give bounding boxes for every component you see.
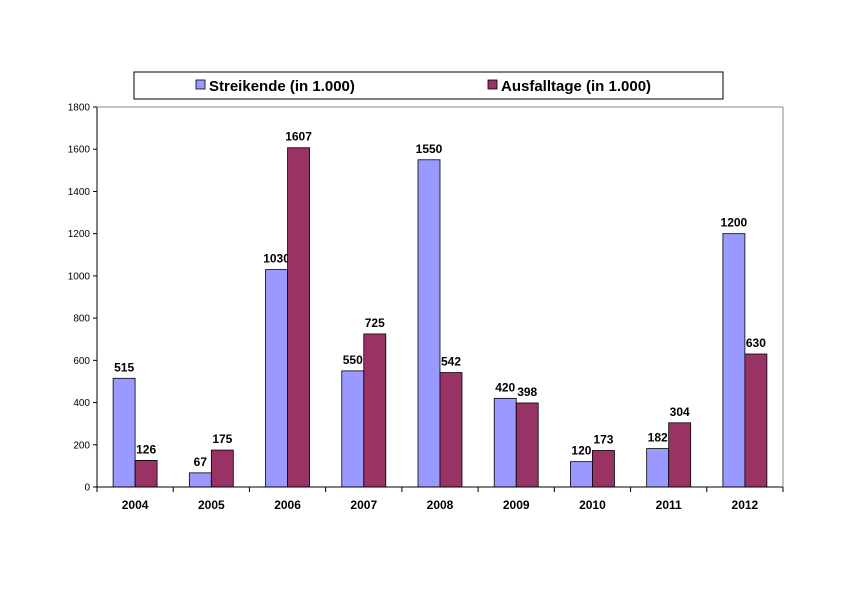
data-label: 550	[343, 353, 363, 367]
bar-ausfalltage	[515, 402, 539, 488]
bar-ausfalltage	[210, 449, 234, 488]
y-tick-label: 600	[73, 356, 90, 367]
data-label: 173	[593, 432, 613, 446]
bar-ausfalltage	[668, 422, 692, 488]
y-tick-label: 200	[73, 440, 90, 451]
bar-streikende	[646, 448, 670, 488]
plot-area: 0 200 400 600 800 1000 1200 1400 1600 1800 2004 515…	[68, 103, 784, 512]
y-tick-label: 1600	[68, 145, 91, 156]
bar-streikende	[265, 269, 288, 488]
bar-ausfalltage	[744, 353, 768, 488]
legend: Streikende (in 1.000) Ausfalltage (in 1.…	[133, 71, 724, 100]
y-tick-label: 0	[84, 483, 90, 494]
y-tick-label: 1000	[68, 271, 91, 282]
x-tick-label: 2007	[350, 498, 377, 512]
bar-streikende	[493, 397, 517, 488]
data-label: 120	[571, 444, 591, 458]
legend-swatch-ausfalltage	[487, 79, 498, 90]
legend-label-ausfalltage: Ausfalltage (in 1.000)	[501, 78, 651, 95]
data-label: 1607	[285, 130, 312, 144]
data-label: 630	[746, 336, 766, 350]
legend-frame	[133, 71, 724, 100]
x-tick-label: 2004	[122, 498, 149, 512]
y-tick-label: 1200	[68, 229, 91, 240]
bar-ausfalltage	[439, 372, 463, 488]
bar-ausfalltage	[134, 459, 158, 488]
bar-ausfalltage	[592, 450, 615, 488]
bar-streikende	[570, 461, 593, 488]
data-label: 398	[517, 385, 537, 399]
x-tick-label: 2010	[579, 498, 606, 512]
data-label: 515	[114, 360, 134, 374]
bar-streikende	[112, 377, 136, 488]
x-tick-label: 2009	[503, 498, 530, 512]
x-tick-label: 2011	[656, 498, 682, 512]
data-label: 126	[136, 442, 156, 456]
legend-swatch-streikende	[195, 79, 206, 90]
bar-streikende	[722, 233, 746, 488]
data-label: 1200	[721, 216, 748, 230]
bar-ausfalltage	[363, 333, 387, 488]
legend-label-streikende: Streikende (in 1.000)	[209, 78, 355, 95]
data-label: 542	[441, 355, 461, 369]
data-label: 175	[212, 432, 232, 446]
data-label: 725	[365, 316, 385, 330]
data-label: 1030	[263, 252, 290, 266]
data-label: 67	[194, 455, 208, 469]
data-label: 182	[648, 431, 668, 445]
data-label: 420	[495, 380, 515, 394]
bar-streikende	[417, 159, 441, 488]
y-tick-label: 1800	[68, 103, 91, 114]
y-tick-label: 400	[73, 398, 90, 409]
x-tick-label: 2008	[427, 498, 454, 512]
bar-streikende	[188, 472, 212, 488]
x-tick-label: 2006	[274, 498, 301, 512]
y-tick-label: 1400	[68, 187, 91, 198]
bar-streikende	[341, 370, 365, 488]
x-tick-label: 2005	[198, 498, 225, 512]
x-tick-label: 2012	[732, 498, 759, 512]
data-label: 1550	[416, 142, 443, 156]
data-label: 304	[670, 405, 690, 419]
y-tick-label: 800	[73, 314, 90, 325]
bar-ausfalltage	[287, 147, 310, 488]
